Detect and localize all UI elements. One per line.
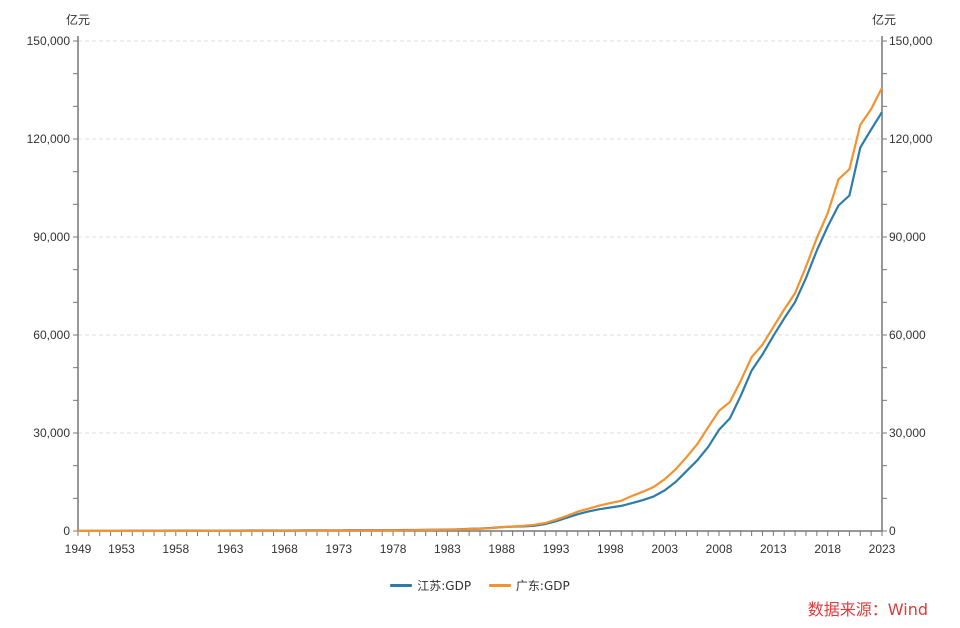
y-tick-label-left: 90,000 <box>33 230 70 244</box>
series-line-jiangsu <box>77 111 883 532</box>
series-line-guangdong <box>78 87 883 533</box>
y-tick-label-left: 30,000 <box>33 426 70 440</box>
legend-item-guangdong[interactable]: 广东:GDP <box>488 577 570 594</box>
legend-swatch <box>390 584 413 587</box>
x-tick-label: 1968 <box>271 542 298 556</box>
y-tick-label-left: 120,000 <box>27 132 71 146</box>
x-tick-label: 1978 <box>380 542 407 556</box>
legend-item-jiangsu[interactable]: 江苏:GDP <box>390 577 471 594</box>
x-tick-label: 1963 <box>217 542 244 556</box>
x-tick-label: 1998 <box>597 542 624 556</box>
x-tick-label: 2018 <box>814 542 841 556</box>
y-tick-label-left: 60,000 <box>33 328 70 342</box>
x-tick-label: 1988 <box>488 542 515 556</box>
y-tick-label-right: 150,000 <box>889 34 933 48</box>
legend-label: 广东:GDP <box>515 579 570 593</box>
y-tick-label-left: 0 <box>63 524 70 538</box>
legend: 江苏:GDP 广东:GDP <box>0 576 960 594</box>
x-tick-label: 1973 <box>325 542 352 556</box>
y-tick-label-right: 120,000 <box>889 132 933 146</box>
x-tick-label: 1958 <box>162 542 189 556</box>
y-tick-label-right: 0 <box>889 524 896 538</box>
right-axis-unit: 亿元 <box>872 13 897 27</box>
legend-label: 江苏:GDP <box>417 579 472 593</box>
left-axis-unit: 亿元 <box>66 13 91 27</box>
x-tick-label: 2008 <box>706 542 733 556</box>
x-tick-label: 1993 <box>543 542 570 556</box>
x-tick-label: 2003 <box>651 542 678 556</box>
y-tick-label-right: 30,000 <box>889 426 926 440</box>
legend-swatch <box>488 584 511 587</box>
source-note: 数据来源：Wind <box>807 600 928 619</box>
x-tick-label: 2023 <box>869 542 896 556</box>
y-tick-label-right: 90,000 <box>889 230 926 244</box>
x-tick-label: 1983 <box>434 542 461 556</box>
x-tick-label: 1949 <box>65 542 92 556</box>
y-tick-label-left: 150,000 <box>27 34 71 48</box>
x-tick-label: 1953 <box>108 542 135 556</box>
y-tick-label-right: 60,000 <box>889 328 926 342</box>
x-tick-label: 2013 <box>760 542 787 556</box>
